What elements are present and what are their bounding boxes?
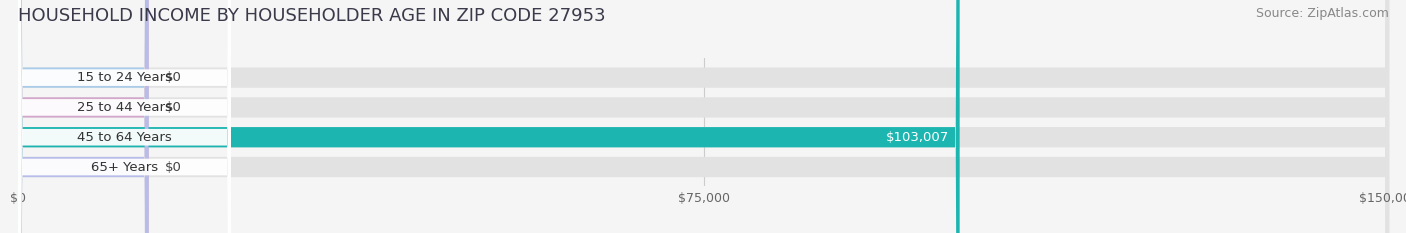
FancyBboxPatch shape [18,0,231,233]
Text: $103,007: $103,007 [886,131,949,144]
FancyBboxPatch shape [18,0,149,233]
FancyBboxPatch shape [18,0,149,233]
Text: 15 to 24 Years: 15 to 24 Years [77,71,172,84]
FancyBboxPatch shape [18,0,231,233]
FancyBboxPatch shape [18,0,149,233]
Text: $0: $0 [165,101,181,114]
Text: $0: $0 [165,161,181,174]
Text: Source: ZipAtlas.com: Source: ZipAtlas.com [1256,7,1389,20]
Text: $0: $0 [165,71,181,84]
Text: 25 to 44 Years: 25 to 44 Years [77,101,172,114]
FancyBboxPatch shape [18,0,1389,233]
FancyBboxPatch shape [18,0,960,233]
Text: 45 to 64 Years: 45 to 64 Years [77,131,172,144]
FancyBboxPatch shape [18,0,1389,233]
FancyBboxPatch shape [18,0,1389,233]
Text: HOUSEHOLD INCOME BY HOUSEHOLDER AGE IN ZIP CODE 27953: HOUSEHOLD INCOME BY HOUSEHOLDER AGE IN Z… [18,7,606,25]
FancyBboxPatch shape [18,0,231,233]
FancyBboxPatch shape [18,0,231,233]
Text: 65+ Years: 65+ Years [91,161,157,174]
FancyBboxPatch shape [18,0,1389,233]
